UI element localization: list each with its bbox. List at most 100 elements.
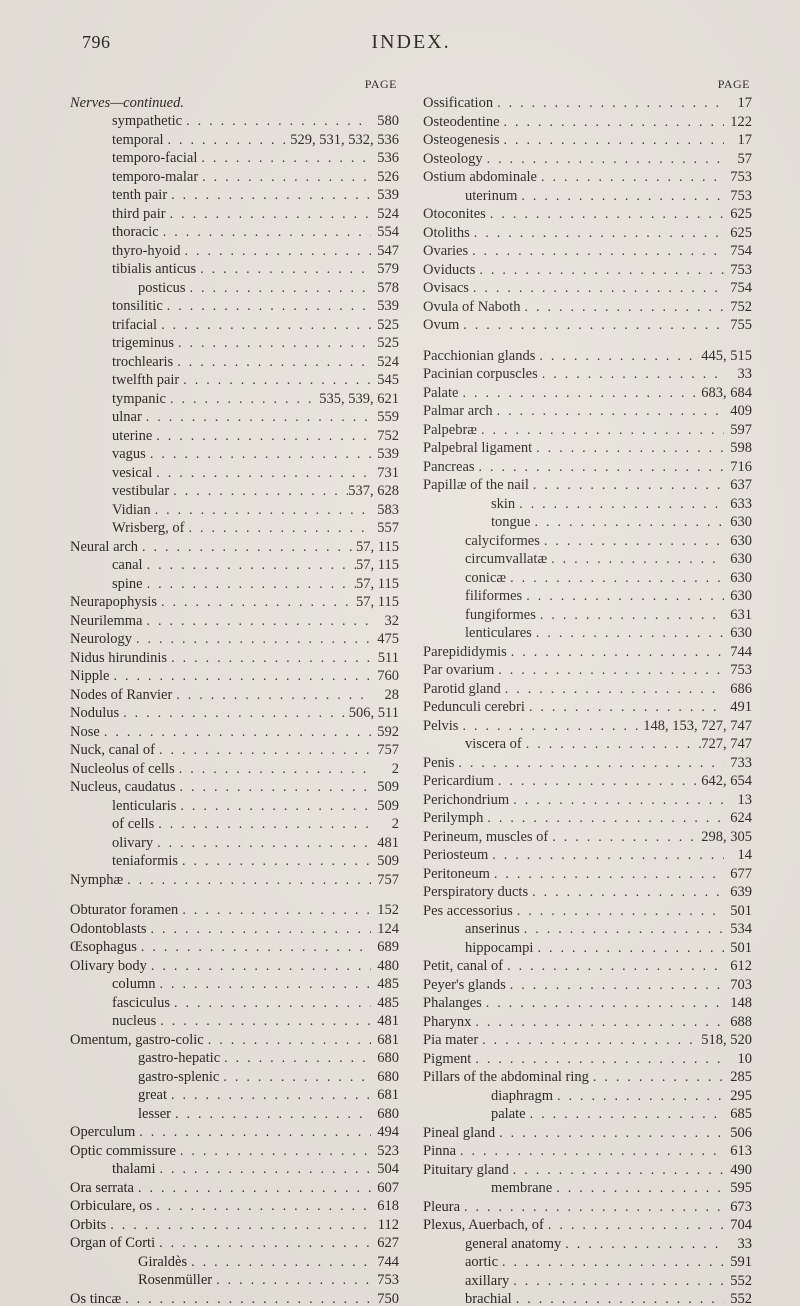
- index-page-ref: 535, 539, 621: [319, 390, 399, 408]
- index-row: calyciformes630: [423, 532, 752, 551]
- index-page-ref: 753: [724, 261, 752, 279]
- leader-dots: [132, 631, 371, 649]
- index-page-ref: 2: [371, 760, 399, 778]
- index-row: fasciculus485: [70, 994, 399, 1013]
- index-page-ref: 545: [371, 371, 399, 389]
- index-row: teniaformis509: [70, 852, 399, 871]
- index-page-ref: 509: [371, 778, 399, 796]
- index-label: third pair: [70, 205, 166, 223]
- leader-dots: [506, 570, 724, 588]
- index-page-ref: 298, 305: [701, 828, 752, 846]
- leader-dots: [533, 940, 724, 958]
- index-label: Ovula of Naboth: [423, 298, 520, 316]
- index-row: column485: [70, 975, 399, 994]
- page-title: INDEX.: [142, 30, 680, 55]
- index-label: diaphragm: [423, 1087, 553, 1105]
- index-row: Oviducts753: [423, 261, 752, 280]
- index-label: fungiformes: [423, 606, 536, 624]
- index-row: axillary552: [423, 1272, 752, 1291]
- index-label: tibialis anticus: [70, 260, 196, 278]
- leader-dots: [123, 872, 371, 890]
- index-page-ref: 124: [371, 920, 399, 938]
- index-label: trigeminus: [70, 334, 174, 352]
- index-page-ref: 630: [724, 513, 752, 531]
- index-page-ref: 754: [724, 242, 752, 260]
- leader-dots: [515, 496, 724, 514]
- index-label: nucleus: [70, 1012, 156, 1030]
- leader-dots: [167, 650, 371, 668]
- index-label: Omentum, gastro-colic: [70, 1031, 204, 1049]
- index-row: Osteogenesis17: [423, 131, 752, 150]
- leader-dots: [475, 459, 724, 477]
- index-label: general anatomy: [423, 1235, 561, 1253]
- leader-dots: [180, 243, 371, 261]
- index-label: Pia mater: [423, 1031, 478, 1049]
- index-page-ref: 578: [371, 279, 399, 297]
- index-page-ref: 750: [371, 1290, 399, 1306]
- index-label: Otoconites: [423, 205, 486, 223]
- leader-dots: [176, 1143, 371, 1161]
- index-page-ref: 28: [371, 686, 399, 704]
- leader-dots: [212, 1272, 371, 1290]
- index-row: gastro-hepatic680: [70, 1049, 399, 1068]
- index-page-ref: 630: [724, 532, 752, 550]
- index-row: hippocampi501: [423, 939, 752, 958]
- index-label: Nidus hirundinis: [70, 649, 167, 667]
- index-label: vagus: [70, 445, 146, 463]
- index-row: vesical731: [70, 464, 399, 483]
- leader-dots: [179, 372, 371, 390]
- index-row: uterine752: [70, 427, 399, 446]
- index-page-ref: 480: [371, 957, 399, 975]
- index-row: Peyer's glands703: [423, 976, 752, 995]
- leader-dots: [477, 422, 724, 440]
- index-row: Ovum755: [423, 316, 752, 335]
- index-row: lenticularis509: [70, 797, 399, 816]
- index-label: tonsilitic: [70, 297, 163, 315]
- leader-dots: [155, 742, 371, 760]
- index-page-ref: 554: [371, 223, 399, 241]
- leader-dots: [176, 798, 371, 816]
- leader-dots: [517, 188, 724, 206]
- index-label: Nuck, canal of: [70, 741, 155, 759]
- index-row: skin633: [423, 495, 752, 514]
- index-row: of cells2: [70, 815, 399, 834]
- index-page-ref: 597: [724, 421, 752, 439]
- leader-dots: [469, 280, 724, 298]
- index-page-ref: 744: [371, 1253, 399, 1271]
- leader-dots: [204, 1032, 371, 1050]
- index-page-ref: 627: [371, 1234, 399, 1252]
- index-row: Osteology57: [423, 150, 752, 169]
- index-page-ref: 557: [371, 519, 399, 537]
- index-page-ref: 680: [371, 1068, 399, 1086]
- leader-dots: [219, 1069, 371, 1087]
- index-page-ref: 524: [371, 353, 399, 371]
- index-page-ref: 683, 684: [701, 384, 752, 402]
- right-column: PAGE Ossification17Osteodentine122Osteog…: [423, 77, 752, 1306]
- index-page-ref: 580: [371, 112, 399, 130]
- leader-dots: [520, 299, 724, 317]
- index-label: Peritoneum: [423, 865, 490, 883]
- index-page-ref: 579: [371, 260, 399, 278]
- index-label: Parotid gland: [423, 680, 501, 698]
- index-label: Petit, canal of: [423, 957, 503, 975]
- index-page-ref: 57, 115: [356, 593, 399, 611]
- index-page-ref: 475: [371, 630, 399, 648]
- index-label: Neural arch: [70, 538, 138, 556]
- index-label: Ora serrata: [70, 1179, 134, 1197]
- index-page-ref: 552: [724, 1290, 752, 1306]
- index-label: aortic: [423, 1253, 498, 1271]
- index-row: Parepididymis744: [423, 643, 752, 662]
- leader-dots: [196, 261, 371, 279]
- index-label: Ostium abdominale: [423, 168, 537, 186]
- leader-dots: [471, 1014, 724, 1032]
- index-label: Pedunculi cerebri: [423, 698, 525, 716]
- index-label: Neurilemma: [70, 612, 142, 630]
- index-row: lenticulares630: [423, 624, 752, 643]
- leader-dots: [458, 718, 643, 736]
- index-label: Operculum: [70, 1123, 135, 1141]
- index-page-ref: 509: [371, 852, 399, 870]
- leader-dots: [178, 853, 371, 871]
- index-page-ref: 637: [724, 476, 752, 494]
- index-label: Phalanges: [423, 994, 482, 1012]
- index-label: Palpebræ: [423, 421, 477, 439]
